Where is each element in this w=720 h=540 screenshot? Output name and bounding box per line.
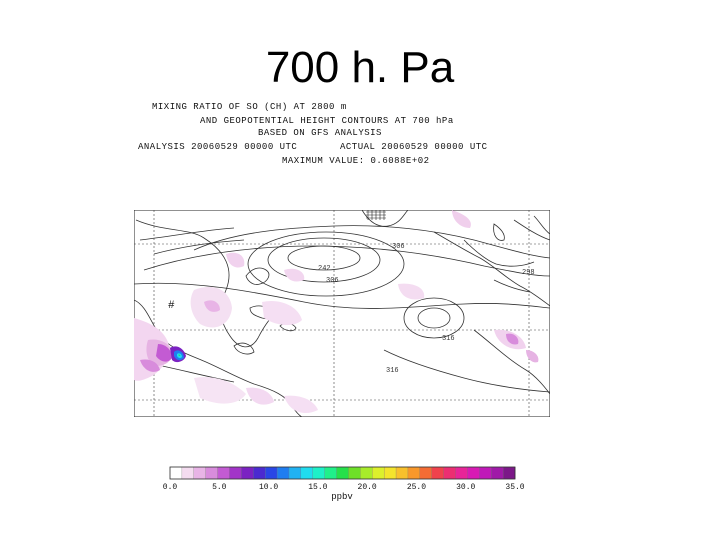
colorbar-swatches [169, 466, 516, 480]
concentration-shading [134, 210, 539, 414]
colorbar-swatch [169, 466, 183, 480]
contour-labels: 242 306 306 298 316 316 [318, 243, 535, 375]
colorbar-swatch [455, 466, 468, 480]
colorbar-swatch [312, 466, 326, 480]
plot-header-actual: ACTUAL 20060529 00000 UTC [340, 142, 488, 152]
contour-label: 242 [318, 265, 331, 273]
colorbar-units: ppbv [331, 492, 353, 502]
colorbar-swatch [217, 466, 230, 480]
colorbar-swatch [348, 466, 361, 480]
station-marker-icon: # [168, 300, 175, 312]
colorbar-swatch [360, 466, 373, 480]
plot-header-analysis: ANALYSIS 20060529 00000 UTC [138, 142, 298, 152]
colorbar-swatch [467, 466, 480, 480]
colorbar-tick-label: 5.0 [212, 483, 227, 492]
contour-label: 298 [522, 269, 535, 277]
colorbar-swatch [443, 466, 456, 480]
colorbar-swatch [276, 466, 290, 480]
contour-label: 316 [386, 367, 399, 375]
colorbar-swatch [336, 466, 349, 480]
colorbar-swatch [383, 466, 397, 480]
colorbar-swatch [205, 466, 219, 480]
colorbar-tick-label: 35.0 [505, 483, 524, 492]
colorbar-tick-label: 15.0 [308, 483, 327, 492]
colorbar-swatch [193, 466, 207, 480]
colorbar-swatch [229, 466, 242, 480]
colorbar-frame [169, 466, 516, 480]
height-contours [134, 219, 550, 393]
colorbar-swatch [372, 466, 385, 480]
plot-header-line-1: MIXING RATIO OF SO (CH) AT 2800 m [152, 102, 347, 112]
colorbar-swatch [431, 466, 445, 480]
colorbar-tick-label: 20.0 [358, 483, 377, 492]
colorbar-tick-label: 30.0 [456, 483, 475, 492]
colorbar-swatch [253, 466, 266, 480]
colorbar-swatch [241, 466, 254, 480]
plot-header-line-2: AND GEOPOTENTIAL HEIGHT CONTOURS AT 700 … [200, 116, 454, 126]
colorbar-tick-labels: 0.0 5.0 10.0 15.0 20.0 25.0 30.0 35.0 [163, 483, 525, 492]
colorbar-swatch [491, 466, 504, 480]
colorbar-swatch [181, 466, 195, 480]
hatched-patch [366, 210, 386, 220]
colorbar-swatch [419, 466, 433, 480]
colorbar: 0.0 5.0 10.0 15.0 20.0 25.0 30.0 35.0 [163, 466, 525, 492]
contour-label: 306 [326, 277, 339, 285]
colorbar-swatch [324, 466, 338, 480]
colorbar-swatch [407, 466, 421, 480]
colorbar-swatch [300, 466, 314, 480]
contour-label: 316 [442, 335, 455, 343]
plot-header-maximum: MAXIMUM VALUE: 0.6088E+02 [282, 156, 430, 166]
map-panel: 242 306 306 298 316 316 # [134, 210, 550, 417]
colorbar-swatch [479, 466, 492, 480]
colorbar-tick-label: 0.0 [163, 483, 178, 492]
colorbar-tick-label: 25.0 [407, 483, 426, 492]
colorbar-swatch [265, 466, 278, 480]
contour-label: 306 [392, 243, 405, 251]
colorbar-swatch [502, 466, 516, 480]
colorbar-tick-label: 10.0 [259, 483, 278, 492]
slide-title: 700 h. Pa [265, 43, 455, 92]
plot-header-line-3: BASED ON GFS ANALYSIS [258, 128, 382, 138]
colorbar-swatch [395, 466, 409, 480]
colorbar-swatch [288, 466, 302, 480]
